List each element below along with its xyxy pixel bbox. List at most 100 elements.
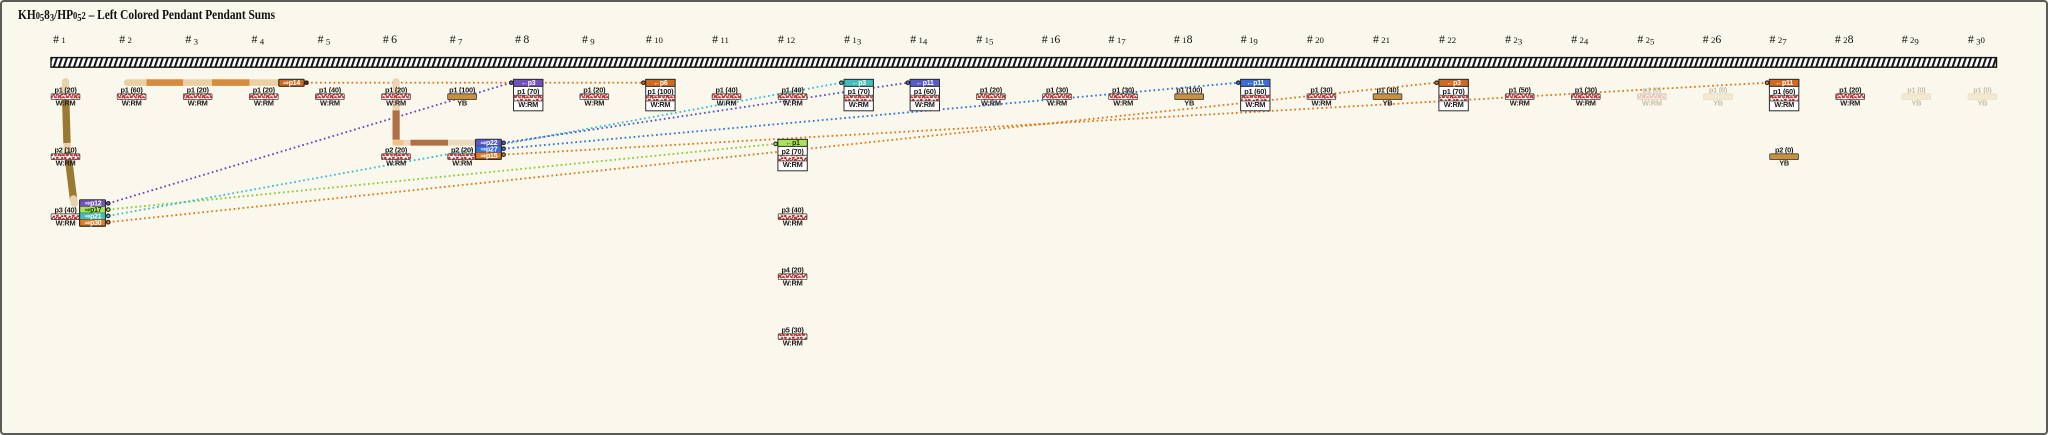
svg-text:p5 (30): p5 (30) (782, 326, 805, 335)
svg-text:p1 (0): p1 (0) (1709, 86, 1728, 95)
svg-text:# 30: # 30 (1968, 32, 1986, 46)
svg-text:YB: YB (1383, 99, 1393, 108)
svg-text:p1 (30): p1 (30) (1046, 86, 1069, 95)
svg-text:⇒p30: ⇒p30 (85, 220, 102, 227)
svg-text:W:RM: W:RM (1444, 100, 1464, 109)
svg-text:W:RM: W:RM (783, 279, 803, 288)
svg-text:YB: YB (1779, 159, 1789, 168)
svg-text:# 17: # 17 (1109, 32, 1127, 46)
svg-text:p1 (40): p1 (40) (319, 86, 342, 95)
svg-text:W:RM: W:RM (1245, 100, 1265, 109)
svg-text:p1 (60): p1 (60) (1244, 87, 1267, 96)
svg-text:W:RM: W:RM (915, 100, 935, 109)
svg-text:W:RM: W:RM (651, 100, 671, 109)
svg-text:p1 (40): p1 (40) (715, 86, 738, 95)
svg-text:⇒p12: ⇒p12 (85, 200, 102, 207)
svg-text:⇒p15: ⇒p15 (480, 153, 497, 160)
svg-text:# 28: # 28 (1835, 32, 1854, 46)
svg-text:# 8: # 8 (515, 32, 529, 46)
svg-text:W:RM: W:RM (320, 99, 340, 108)
svg-text:p1 (100): p1 (100) (449, 86, 476, 95)
svg-text:W:RM: W:RM (188, 99, 208, 108)
svg-text:KH0583/HP052 – Left Colored Pe: KH0583/HP052 – Left Colored Pendant Pend… (18, 7, 275, 24)
svg-text:p1 (40): p1 (40) (1376, 86, 1399, 95)
svg-text:p1 (0): p1 (0) (1973, 86, 1992, 95)
svg-text:# 15: # 15 (976, 32, 994, 46)
svg-text:# 13: # 13 (844, 32, 862, 46)
svg-text:W:RM: W:RM (56, 219, 76, 228)
svg-text:# 6: # 6 (383, 32, 397, 46)
svg-text:p2 (20): p2 (20) (451, 146, 474, 155)
svg-text:p1 (20): p1 (20) (385, 86, 408, 95)
svg-text:W:RM: W:RM (254, 99, 274, 108)
svg-text:p3 (40): p3 (40) (782, 206, 805, 215)
svg-text:W:RM: W:RM (386, 99, 406, 108)
svg-text:# 5: # 5 (318, 32, 331, 46)
svg-text:# 2: # 2 (119, 32, 132, 46)
svg-text:# 11: # 11 (712, 32, 729, 46)
svg-text:p1 (30): p1 (30) (1112, 86, 1135, 95)
svg-text:# 10: # 10 (646, 32, 664, 46)
svg-text:# 12: # 12 (778, 32, 795, 46)
svg-text:# 23: # 23 (1505, 32, 1523, 46)
svg-text:YB: YB (1184, 99, 1194, 108)
svg-text:W:RM: W:RM (783, 160, 803, 169)
svg-text:p1 (20): p1 (20) (980, 86, 1003, 95)
svg-text:# 4: # 4 (251, 32, 264, 46)
svg-text:p1 (40): p1 (40) (782, 86, 805, 95)
svg-text:# 9: # 9 (582, 32, 595, 46)
svg-text:p1 (20): p1 (20) (187, 86, 210, 95)
svg-text:p1 (70): p1 (70) (848, 87, 871, 96)
svg-text:# 21: # 21 (1373, 32, 1390, 46)
svg-text:# 7: # 7 (450, 32, 463, 46)
svg-text:W:RM: W:RM (1312, 99, 1332, 108)
svg-text:p1 (60): p1 (60) (1773, 87, 1796, 96)
svg-text:# 25: # 25 (1637, 32, 1655, 46)
svg-text:W:RM: W:RM (1642, 99, 1662, 108)
svg-text:p1 (60): p1 (60) (121, 86, 144, 95)
svg-text:←p3: ←p3 (852, 80, 867, 87)
svg-text:W:RM: W:RM (783, 99, 803, 108)
svg-text:⇒p14: ⇒p14 (283, 80, 300, 87)
svg-text:p1 (60): p1 (60) (914, 87, 937, 96)
svg-text:←p11: ←p11 (1775, 80, 1793, 87)
svg-text:p1 (100): p1 (100) (647, 87, 674, 96)
svg-text:# 24: # 24 (1571, 32, 1589, 46)
svg-text:p1 (30): p1 (30) (1575, 86, 1598, 95)
svg-text:p2 (20): p2 (20) (385, 146, 408, 155)
svg-text:W:RM: W:RM (122, 99, 142, 108)
svg-text:# 14: # 14 (910, 32, 928, 46)
svg-text:p2 (0): p2 (0) (1775, 146, 1794, 155)
svg-text:W:RM: W:RM (584, 99, 604, 108)
svg-text:# 19: # 19 (1241, 32, 1259, 46)
svg-text:# 1: # 1 (53, 32, 66, 46)
svg-text:W:RM: W:RM (1774, 100, 1794, 109)
svg-text:W:RM: W:RM (783, 219, 803, 228)
svg-text:←p1: ←p1 (785, 140, 800, 147)
svg-text:YB: YB (1978, 99, 1988, 108)
svg-text:YB: YB (1713, 99, 1723, 108)
svg-text:p1 (30): p1 (30) (1310, 86, 1333, 95)
svg-text:p1 (100): p1 (100) (1176, 86, 1203, 95)
svg-text:# 18: # 18 (1174, 32, 1193, 46)
svg-text:←p11: ←p11 (1247, 80, 1265, 87)
svg-text:p1 (50): p1 (50) (1509, 86, 1532, 95)
svg-text:# 3: # 3 (185, 32, 198, 46)
svg-text:W:RM: W:RM (1510, 99, 1530, 108)
svg-text:YB: YB (1911, 99, 1921, 108)
svg-text:←p3: ←p3 (1446, 80, 1461, 87)
svg-text:W:RM: W:RM (452, 159, 472, 168)
svg-text:# 27: # 27 (1770, 32, 1788, 46)
svg-text:W:RM: W:RM (717, 99, 737, 108)
svg-text:p1 (20): p1 (20) (54, 86, 77, 95)
svg-text:W:RM: W:RM (981, 99, 1001, 108)
svg-text:←p6: ←p6 (653, 80, 668, 87)
svg-text:W:RM: W:RM (56, 99, 76, 108)
svg-text:p1 (70): p1 (70) (517, 87, 540, 96)
svg-text:p1 (70): p1 (70) (1443, 87, 1466, 96)
svg-text:⇒p22: ⇒p22 (480, 140, 497, 147)
svg-text:# 16: # 16 (1042, 32, 1061, 46)
svg-text:# 20: # 20 (1307, 32, 1325, 46)
svg-text:⇒p21: ⇒p21 (85, 213, 102, 220)
svg-text:p1 (0): p1 (0) (1907, 86, 1926, 95)
